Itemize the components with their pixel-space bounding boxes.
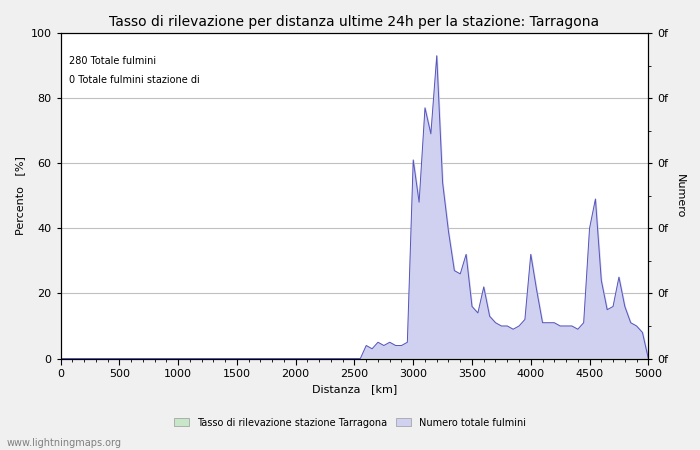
Legend: Tasso di rilevazione stazione Tarragona, Numero totale fulmini: Tasso di rilevazione stazione Tarragona,… xyxy=(170,414,530,432)
Text: www.lightningmaps.org: www.lightningmaps.org xyxy=(7,438,122,448)
Text: 280 Totale fulmini: 280 Totale fulmini xyxy=(69,56,157,66)
Title: Tasso di rilevazione per distanza ultime 24h per la stazione: Tarragona: Tasso di rilevazione per distanza ultime… xyxy=(109,15,599,29)
Y-axis label: Numero: Numero xyxy=(675,174,685,218)
X-axis label: Distanza   [km]: Distanza [km] xyxy=(312,384,397,395)
Y-axis label: Percento   [%]: Percento [%] xyxy=(15,156,25,235)
Text: 0 Totale fulmini stazione di: 0 Totale fulmini stazione di xyxy=(69,75,200,85)
